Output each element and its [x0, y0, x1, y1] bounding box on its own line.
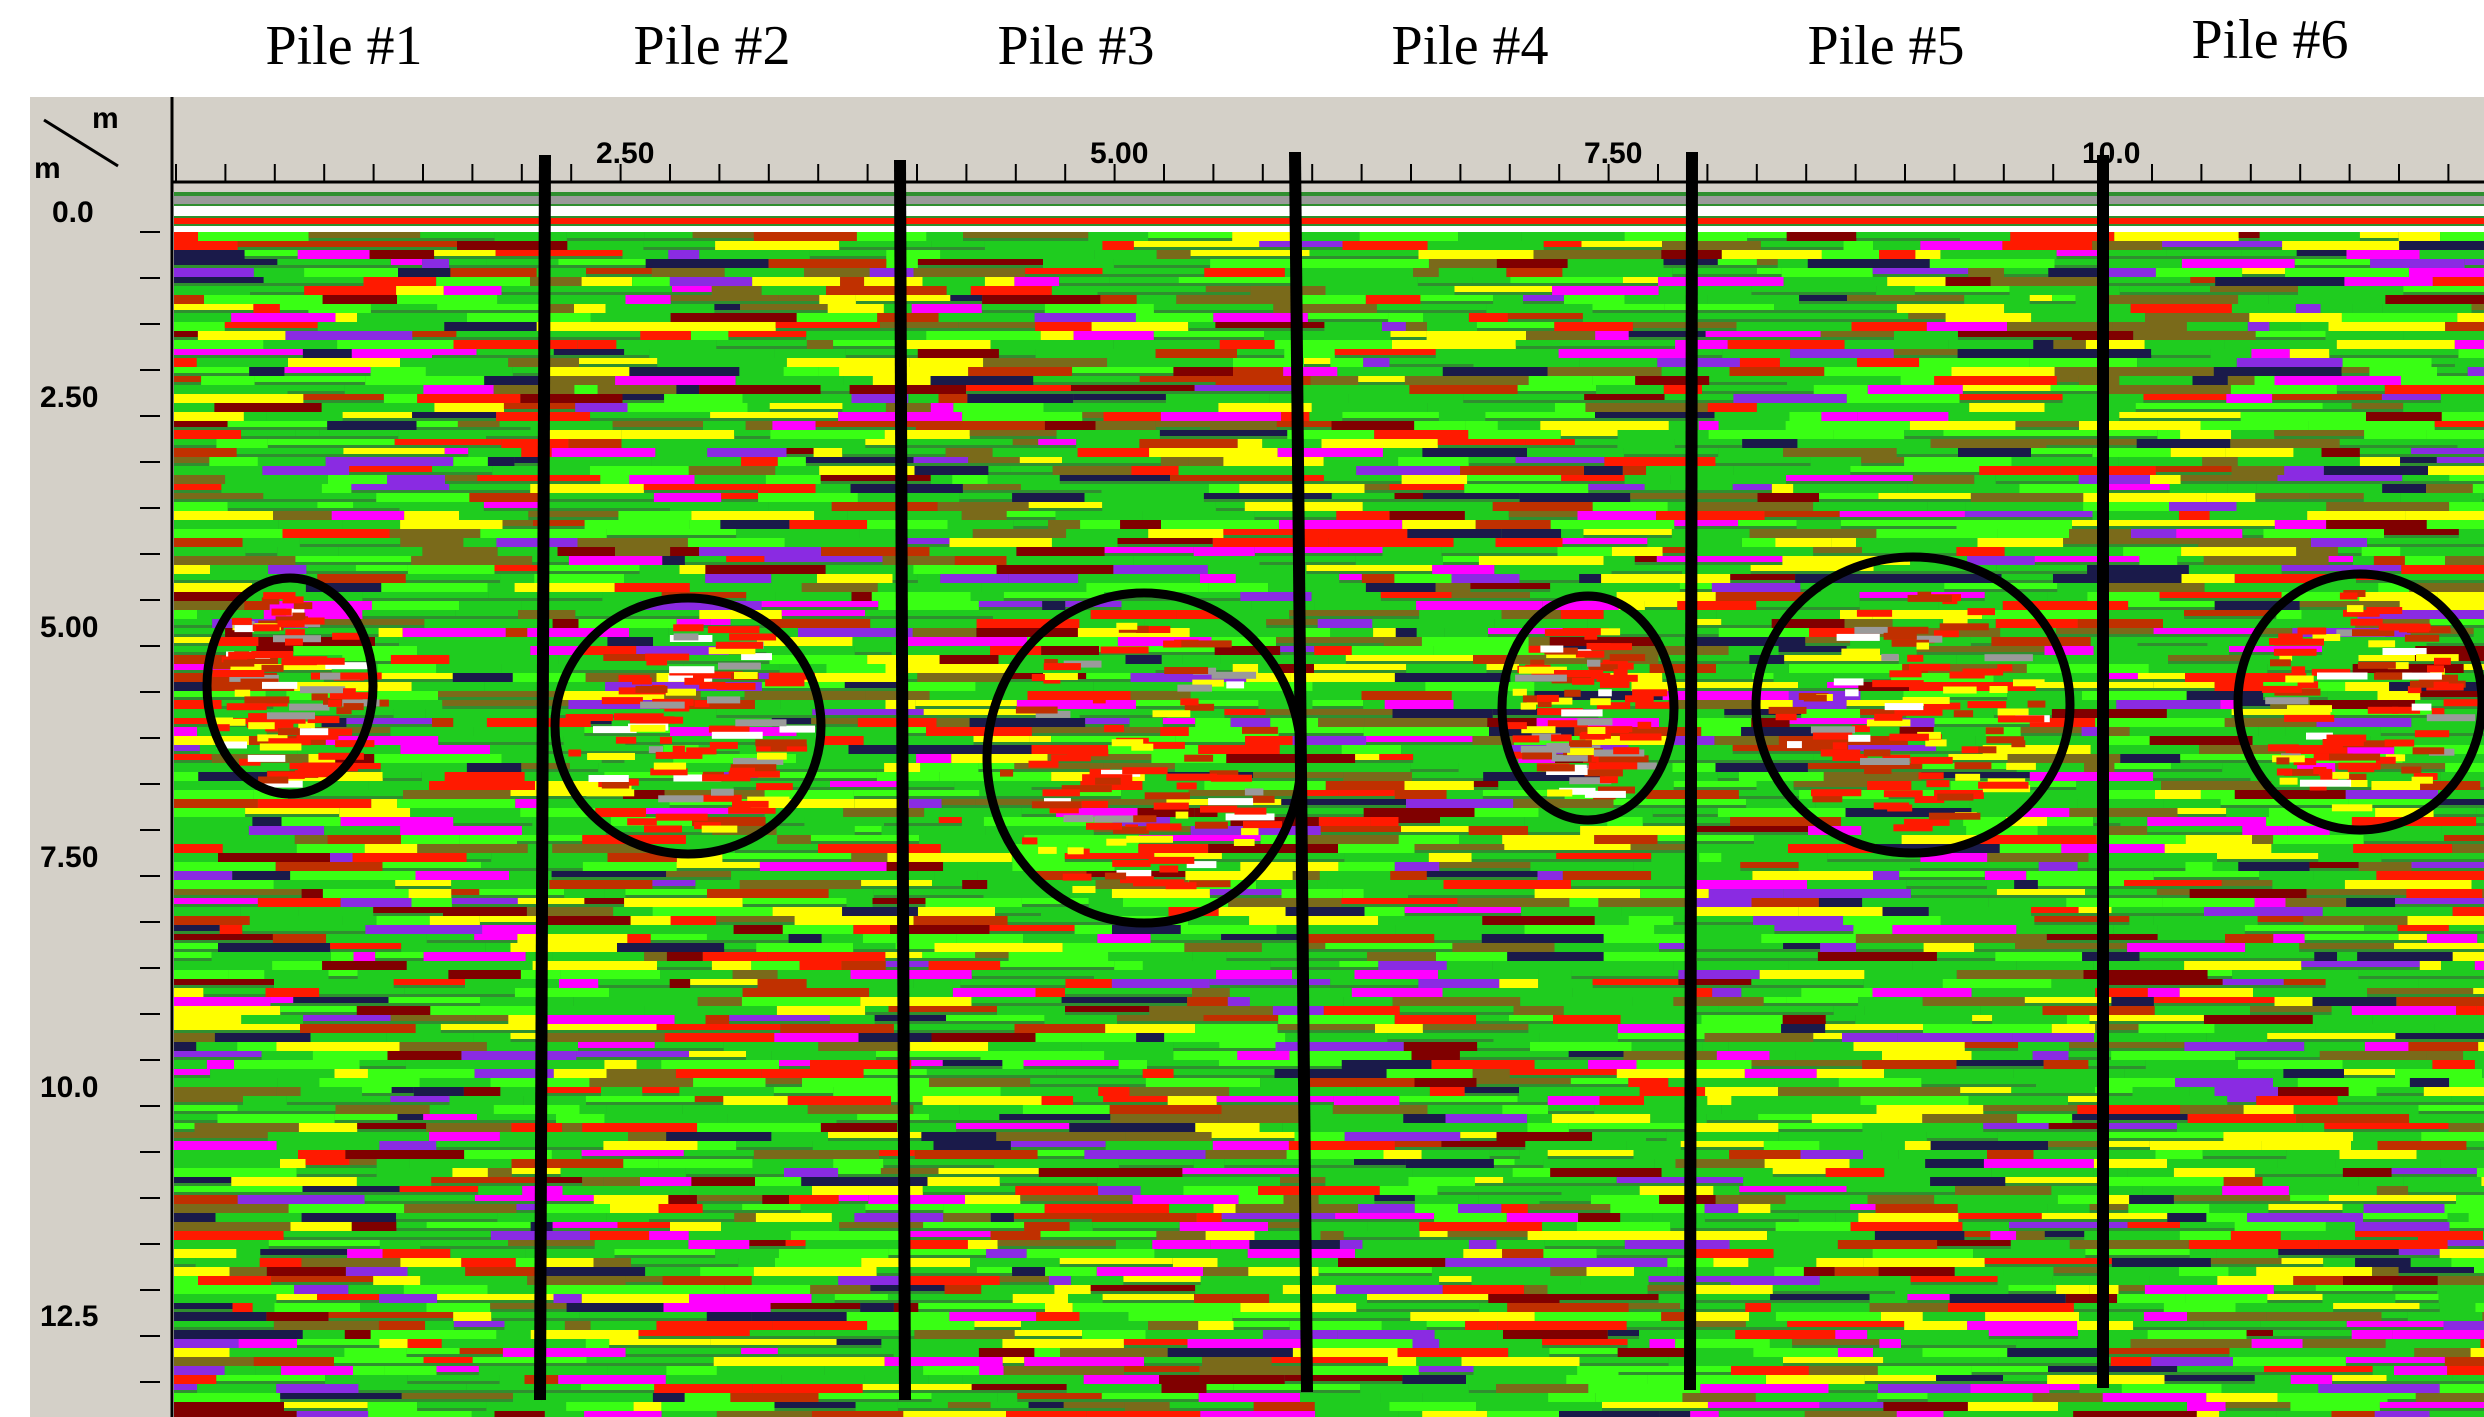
pile-divider-line	[534, 154, 551, 1401]
radargram-image	[174, 192, 2484, 1417]
vertical-tick-label: 10.0	[40, 1071, 98, 1104]
vertical-tick-label: 12.5	[40, 1300, 98, 1333]
anomaly-circle-pile-6	[2233, 569, 2484, 835]
anomaly-circle-pile-5	[1751, 552, 2075, 858]
horizontal-tick-label: 7.50	[1584, 137, 1642, 170]
corner-divider	[43, 118, 119, 168]
vertical-tick-label: 0.0	[52, 196, 94, 229]
pile-divider-line	[894, 159, 911, 1401]
vertical-tick-label: 5.00	[40, 611, 98, 644]
pile-4-title: Pile #4	[1391, 15, 1549, 77]
anomaly-circle-pile-4	[1497, 591, 1679, 825]
pile-3-title: Pile #3	[997, 15, 1155, 77]
pile-divider-line	[1684, 151, 1698, 1391]
anomaly-circle-pile-2	[550, 593, 826, 859]
pile-2-title: Pile #2	[633, 15, 791, 77]
pile-1-title: Pile #1	[265, 15, 423, 77]
anomaly-circle-pile-3	[982, 588, 1306, 928]
anomaly-circle-pile-1	[202, 573, 378, 799]
corner-unit-top: m	[92, 102, 119, 135]
vertical-axis	[140, 231, 160, 1383]
corner-unit-left: m	[34, 152, 61, 185]
horizontal-tick-label: 10.0	[2082, 137, 2140, 170]
left-ruler	[30, 97, 172, 1417]
pile-5-title: Pile #5	[1807, 15, 1965, 77]
pile-6-title: Pile #6	[2191, 9, 2349, 71]
vertical-tick-label: 2.50	[40, 381, 98, 414]
horizontal-tick-label: 5.00	[1090, 137, 1148, 170]
horizontal-tick-label: 2.50	[596, 137, 654, 170]
vertical-tick-label: 7.50	[40, 841, 98, 874]
